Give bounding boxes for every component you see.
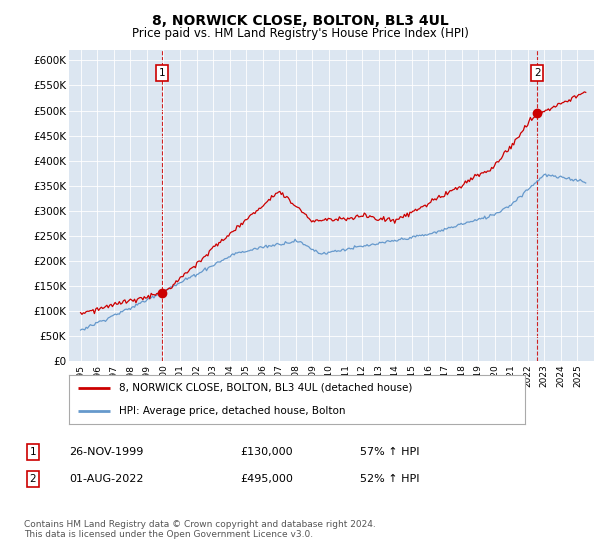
Text: 26-NOV-1999: 26-NOV-1999 bbox=[69, 447, 143, 457]
Text: 2: 2 bbox=[534, 68, 541, 78]
Text: 2: 2 bbox=[29, 474, 37, 484]
Text: 52% ↑ HPI: 52% ↑ HPI bbox=[360, 474, 419, 484]
Text: £130,000: £130,000 bbox=[240, 447, 293, 457]
Text: 1: 1 bbox=[159, 68, 166, 78]
Text: HPI: Average price, detached house, Bolton: HPI: Average price, detached house, Bolt… bbox=[119, 405, 346, 416]
Text: Price paid vs. HM Land Registry's House Price Index (HPI): Price paid vs. HM Land Registry's House … bbox=[131, 27, 469, 40]
Text: 1: 1 bbox=[29, 447, 37, 457]
Text: 01-AUG-2022: 01-AUG-2022 bbox=[69, 474, 143, 484]
Text: £495,000: £495,000 bbox=[240, 474, 293, 484]
Text: 57% ↑ HPI: 57% ↑ HPI bbox=[360, 447, 419, 457]
Text: Contains HM Land Registry data © Crown copyright and database right 2024.
This d: Contains HM Land Registry data © Crown c… bbox=[24, 520, 376, 539]
Text: 8, NORWICK CLOSE, BOLTON, BL3 4UL: 8, NORWICK CLOSE, BOLTON, BL3 4UL bbox=[152, 14, 448, 28]
Text: 8, NORWICK CLOSE, BOLTON, BL3 4UL (detached house): 8, NORWICK CLOSE, BOLTON, BL3 4UL (detac… bbox=[119, 383, 413, 393]
